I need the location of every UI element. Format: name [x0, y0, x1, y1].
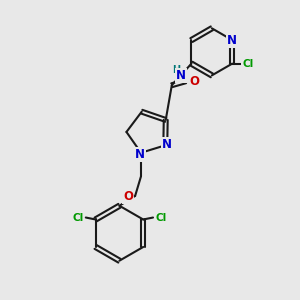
Text: O: O	[123, 190, 133, 203]
Text: O: O	[189, 75, 200, 88]
Text: N: N	[135, 148, 145, 161]
Text: N: N	[162, 138, 172, 151]
Text: N: N	[227, 34, 237, 46]
Text: Cl: Cl	[155, 212, 167, 223]
Text: N: N	[176, 69, 186, 82]
Text: Cl: Cl	[72, 212, 84, 223]
Text: Cl: Cl	[242, 58, 253, 69]
Text: H: H	[172, 65, 180, 76]
